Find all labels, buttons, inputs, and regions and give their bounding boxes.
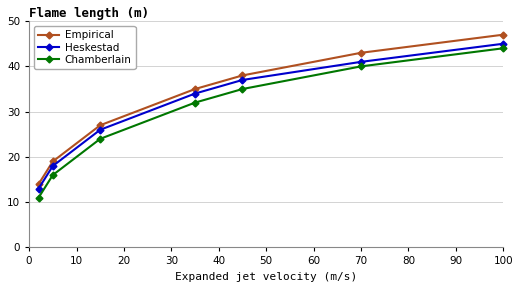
Heskestad: [500, 42, 506, 45]
Line: Empirical: Empirical: [36, 32, 505, 186]
Empirical: [239, 74, 245, 77]
Empirical: [35, 182, 42, 186]
Text: Flame length (m): Flame length (m): [29, 7, 149, 20]
Heskestad: [239, 78, 245, 82]
Line: Chamberlain: Chamberlain: [36, 46, 505, 200]
Heskestad: [35, 187, 42, 190]
Empirical: [97, 123, 103, 127]
Heskestad: [192, 92, 198, 95]
Empirical: [500, 33, 506, 36]
Empirical: [192, 87, 198, 91]
Chamberlain: [358, 65, 364, 68]
Chamberlain: [97, 137, 103, 140]
Chamberlain: [50, 173, 56, 177]
X-axis label: Expanded jet velocity (m/s): Expanded jet velocity (m/s): [175, 272, 357, 282]
Chamberlain: [500, 47, 506, 50]
Chamberlain: [192, 101, 198, 104]
Chamberlain: [239, 87, 245, 91]
Heskestad: [97, 128, 103, 131]
Heskestad: [50, 164, 56, 168]
Heskestad: [358, 60, 364, 64]
Empirical: [50, 160, 56, 163]
Chamberlain: [35, 196, 42, 199]
Legend: Empirical, Heskestad, Chamberlain: Empirical, Heskestad, Chamberlain: [34, 26, 136, 69]
Empirical: [358, 51, 364, 55]
Line: Heskestad: Heskestad: [36, 41, 505, 191]
